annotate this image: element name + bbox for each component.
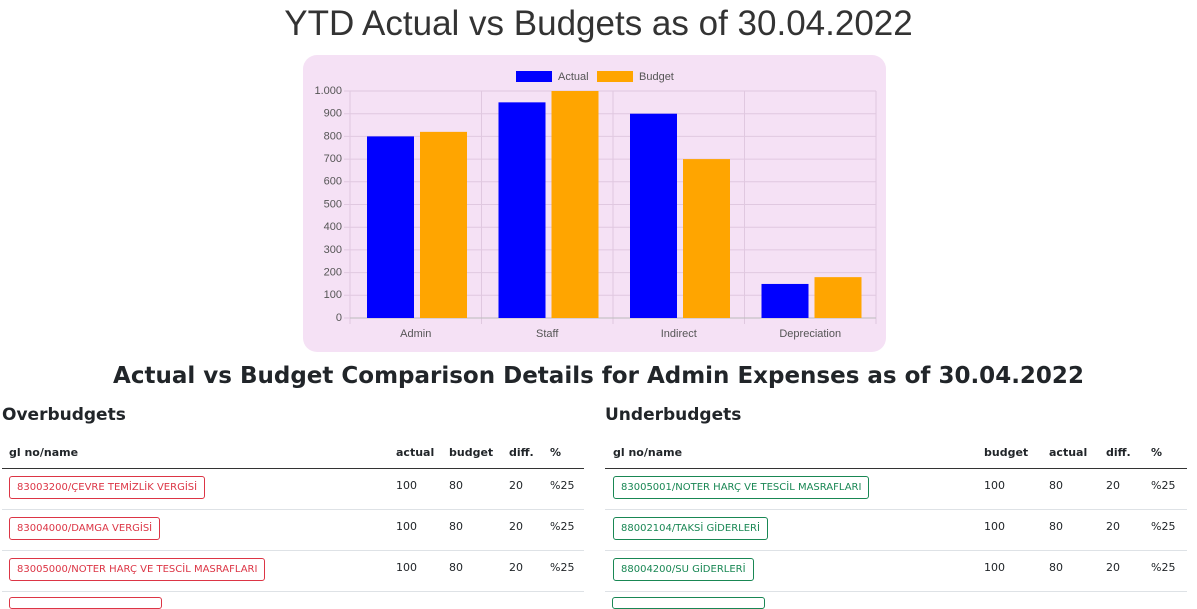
column-header: diff. [1106, 446, 1131, 459]
y-tick-label: 1.000 [314, 85, 342, 97]
row-rule [605, 591, 1187, 592]
cell: 80 [1049, 479, 1063, 492]
legend-label: Budget [639, 71, 674, 83]
bar [683, 159, 730, 318]
column-header: % [1151, 446, 1163, 459]
column-header: actual [1049, 446, 1088, 459]
cell: 80 [1049, 520, 1063, 533]
legend-swatch [516, 71, 552, 82]
y-tick-label: 600 [324, 176, 342, 188]
cell: 20 [1106, 479, 1120, 492]
bar [367, 136, 414, 318]
gl-button[interactable]: 83004000/DAMGA VERGİSİ [9, 517, 161, 540]
cell: %25 [1151, 479, 1176, 492]
x-tick-label: Indirect [661, 328, 697, 340]
bar [551, 91, 599, 318]
row-rule [605, 509, 1187, 510]
column-header: actual [396, 446, 435, 459]
cell: 100 [396, 561, 417, 574]
cell: 100 [984, 479, 1005, 492]
bar [420, 131, 467, 318]
column-header: gl no/name [9, 446, 79, 459]
chart: 0 100 200 300 400 500 600 700 800 900 1.000 Admin St… [314, 71, 877, 340]
cell: %25 [550, 520, 575, 533]
gl-button[interactable]: 83005001/NOTER HARÇ VE TESCİL MASRAFLARI [613, 476, 870, 499]
cell: 100 [396, 520, 417, 533]
cell: 80 [1049, 561, 1063, 574]
y-tick-label: 300 [324, 244, 342, 256]
cell: 20 [509, 520, 523, 533]
table: Overbudgets gl no/name actual budget diff.% 8… [2, 405, 584, 600]
header-rule [605, 468, 1187, 469]
y-tick-label: 0 [336, 312, 342, 324]
x-tick-label: Staff [536, 328, 559, 340]
cell: %25 [550, 561, 575, 574]
table-title: Overbudgets [2, 405, 126, 425]
y-tick-label: 200 [324, 267, 342, 279]
column-header: % [550, 446, 562, 459]
cell: 80 [449, 479, 463, 492]
table-title: Underbudgets [605, 405, 742, 425]
cell: %25 [550, 479, 575, 492]
bar [498, 102, 546, 318]
legend-label: Actual [558, 71, 589, 83]
gl-button[interactable]: 83003200/ÇEVRE TEMİZLİK VERGİSİ [9, 476, 206, 499]
cell: 100 [984, 520, 1005, 533]
x-tick-label: Depreciation [779, 328, 841, 340]
column-header: diff. [509, 446, 534, 459]
header-rule [2, 468, 584, 469]
y-tick-label: 100 [324, 289, 342, 301]
row-rule [2, 591, 584, 592]
details-title: Actual vs Budget Comparison Details for … [113, 363, 1084, 389]
cell: %25 [1151, 520, 1176, 533]
row-rule [2, 509, 584, 510]
cell: %25 [1151, 561, 1176, 574]
cell: 20 [1106, 561, 1120, 574]
y-tick-label: 700 [324, 153, 342, 165]
gl-button[interactable]: 83005000/NOTER HARÇ VE TESCİL MASRAFLARI [9, 558, 266, 581]
cell: 100 [396, 479, 417, 492]
cell: 20 [1106, 520, 1120, 533]
y-tick-label: 800 [324, 130, 342, 142]
x-tick-label: Admin [400, 328, 431, 340]
page-title: YTD Actual vs Budgets as of 30.04.2022 [284, 4, 913, 43]
partial-row-button[interactable] [9, 597, 162, 609]
column-header: budget [449, 446, 494, 459]
bar [761, 283, 809, 318]
table: Underbudgets gl no/name budget actual diff.%… [605, 405, 1187, 600]
partial-row-button[interactable] [612, 597, 765, 609]
row-rule [605, 550, 1187, 551]
cell: 100 [984, 561, 1005, 574]
legend-swatch [597, 71, 633, 82]
bar [630, 113, 677, 318]
row-rule [2, 550, 584, 551]
cell: 80 [449, 520, 463, 533]
y-tick-label: 500 [324, 198, 342, 210]
column-header: budget [984, 446, 1029, 459]
cell: 20 [509, 479, 523, 492]
y-tick-label: 900 [324, 108, 342, 120]
bar [814, 277, 862, 318]
cell: 20 [509, 561, 523, 574]
column-header: gl no/name [613, 446, 683, 459]
cell: 80 [449, 561, 463, 574]
gl-button[interactable]: 88004200/SU GİDERLERİ [613, 558, 754, 581]
gl-button[interactable]: 88002104/TAKSİ GİDERLERİ [613, 517, 768, 540]
y-tick-label: 400 [324, 221, 342, 233]
